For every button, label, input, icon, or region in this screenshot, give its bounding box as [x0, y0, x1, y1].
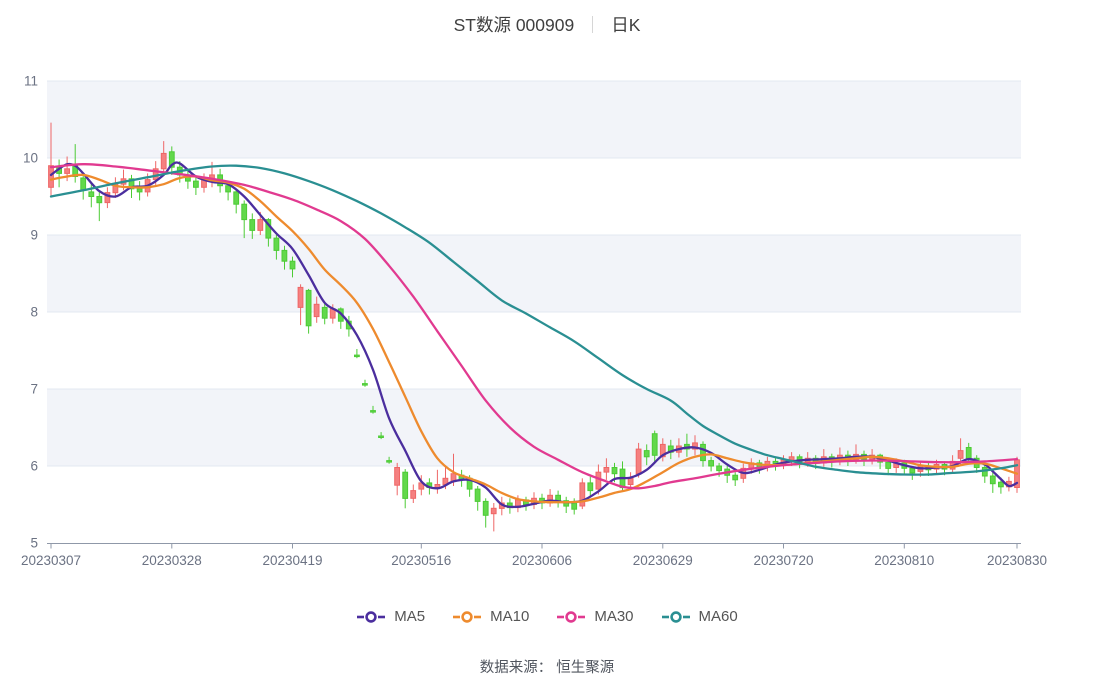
svg-text:20230606: 20230606	[512, 553, 572, 568]
svg-text:20230516: 20230516	[391, 553, 451, 568]
svg-text:7: 7	[30, 382, 38, 397]
svg-text:20230810: 20230810	[874, 553, 934, 568]
kline-period-label: 日K	[611, 15, 641, 35]
chart-title: ST数源 000909 日K	[0, 12, 1094, 37]
legend-item-label: MA30	[594, 608, 634, 625]
title-separator	[592, 16, 594, 33]
svg-text:20230328: 20230328	[142, 553, 202, 568]
legend-item-label: MA60	[698, 608, 738, 625]
ma5-legend-marker	[357, 610, 386, 623]
svg-text:5: 5	[30, 536, 38, 551]
legend-item-ma60[interactable]: MA60	[661, 608, 738, 625]
legend-item-label: MA5	[394, 608, 426, 625]
stock-name-code: ST数源 000909	[453, 15, 575, 35]
svg-text:20230419: 20230419	[262, 553, 322, 568]
legend-item-ma30[interactable]: MA30	[556, 608, 634, 625]
ma30-legend-marker	[557, 610, 586, 623]
svg-text:9: 9	[30, 228, 38, 243]
legend-item-ma10[interactable]: MA10	[452, 608, 529, 625]
svg-text:11: 11	[24, 74, 38, 89]
ma60-legend-marker	[661, 610, 690, 623]
svg-text:20230307: 20230307	[21, 553, 81, 568]
svg-text:20230720: 20230720	[753, 553, 813, 568]
svg-text:10: 10	[23, 151, 38, 166]
svg-text:6: 6	[30, 459, 38, 474]
svg-text:20230629: 20230629	[633, 553, 693, 568]
legend-item-label: MA10	[490, 608, 530, 625]
chart-legend: MA5 MA10 MA30 MA60	[0, 608, 1094, 625]
svg-text:8: 8	[30, 305, 38, 320]
data-source-caption: 数据来源： 恒生聚源	[479, 660, 615, 676]
legend-item-ma5[interactable]: MA5	[356, 608, 425, 625]
svg-text:20230830: 20230830	[987, 553, 1047, 568]
ma10-legend-marker	[453, 610, 482, 623]
